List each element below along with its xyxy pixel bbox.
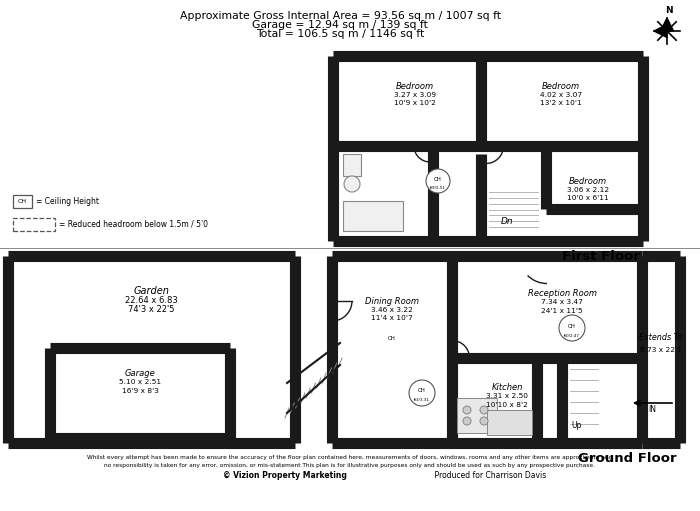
Text: Bedroom: Bedroom bbox=[569, 176, 607, 185]
Text: 11'4 x 10'7: 11'4 x 10'7 bbox=[371, 315, 413, 321]
Text: = Reduced headroom below 1.5m / 5'0: = Reduced headroom below 1.5m / 5'0 bbox=[59, 220, 208, 228]
Text: Up: Up bbox=[572, 421, 582, 430]
Text: Total = 106.5 sq m / 1146 sq ft: Total = 106.5 sq m / 1146 sq ft bbox=[256, 29, 424, 39]
Text: CH: CH bbox=[418, 388, 426, 393]
Text: Bedroom: Bedroom bbox=[542, 81, 580, 90]
Bar bbox=[487, 410, 532, 435]
Text: ft0/2.47: ft0/2.47 bbox=[564, 334, 580, 338]
Text: 3.31 x 2.50: 3.31 x 2.50 bbox=[486, 393, 528, 400]
Text: 24'1 x 11'5: 24'1 x 11'5 bbox=[541, 308, 583, 314]
Text: Garden: Garden bbox=[133, 286, 169, 296]
Text: Approximate Gross Internal Area = 93.56 sq m / 1007 sq ft: Approximate Gross Internal Area = 93.56 … bbox=[179, 11, 500, 21]
Text: 10'10 x 8'2: 10'10 x 8'2 bbox=[486, 402, 528, 408]
Text: Garage: Garage bbox=[125, 368, 155, 378]
Text: Bedroom: Bedroom bbox=[396, 81, 434, 90]
Circle shape bbox=[480, 417, 488, 425]
Bar bbox=[13, 218, 55, 231]
Circle shape bbox=[463, 406, 471, 414]
Circle shape bbox=[409, 380, 435, 406]
Text: © Vizion Property Marketing: © Vizion Property Marketing bbox=[223, 471, 347, 479]
Bar bbox=[457, 398, 497, 433]
Text: 74'3 x 22'5: 74'3 x 22'5 bbox=[127, 306, 174, 314]
Text: Ground Floor: Ground Floor bbox=[578, 452, 677, 464]
Text: 5.10 x 2.51: 5.10 x 2.51 bbox=[119, 379, 161, 385]
Text: Reception Room: Reception Room bbox=[528, 290, 596, 298]
Text: ft9/2.51: ft9/2.51 bbox=[430, 186, 446, 190]
Circle shape bbox=[463, 417, 471, 425]
Text: Dining Room: Dining Room bbox=[365, 296, 419, 306]
Text: IN: IN bbox=[648, 406, 656, 414]
Text: 22.64 x 6.83: 22.64 x 6.83 bbox=[125, 296, 177, 305]
Text: First Floor: First Floor bbox=[562, 249, 640, 263]
Bar bbox=[343, 154, 361, 176]
Text: 13'2 x 10'1: 13'2 x 10'1 bbox=[540, 100, 582, 106]
Text: 3.46 x 3.22: 3.46 x 3.22 bbox=[371, 307, 413, 313]
Text: 3.27 x 3.09: 3.27 x 3.09 bbox=[394, 91, 436, 98]
Bar bbox=[343, 154, 361, 176]
Text: CH: CH bbox=[568, 323, 576, 329]
Bar bbox=[343, 201, 403, 231]
Text: 10'0 x 6'11: 10'0 x 6'11 bbox=[567, 195, 609, 201]
Circle shape bbox=[559, 315, 585, 341]
Circle shape bbox=[426, 169, 450, 193]
Bar bbox=[487, 410, 532, 435]
Text: Garage = 12.94 sq m / 139 sq ft: Garage = 12.94 sq m / 139 sq ft bbox=[252, 20, 428, 30]
Circle shape bbox=[480, 406, 488, 414]
Text: CH: CH bbox=[18, 199, 27, 204]
Circle shape bbox=[344, 176, 360, 192]
Text: 7.34 x 3.47: 7.34 x 3.47 bbox=[541, 299, 583, 306]
Text: CH: CH bbox=[388, 336, 396, 340]
Text: Dn: Dn bbox=[500, 217, 513, 225]
Text: Produced for Charrison Davis: Produced for Charrison Davis bbox=[425, 471, 546, 479]
Text: ft3/3.31: ft3/3.31 bbox=[414, 398, 430, 402]
Text: = Ceiling Height: = Ceiling Height bbox=[36, 197, 99, 206]
Text: no responsibility is taken for any error, omission, or mis-statement This plan i: no responsibility is taken for any error… bbox=[104, 463, 596, 469]
Text: Whilst every attempt has been made to ensure the accuracy of the floor plan cont: Whilst every attempt has been made to en… bbox=[88, 455, 612, 460]
Text: Extends To: Extends To bbox=[639, 334, 682, 342]
Text: 10'9 x 10'2: 10'9 x 10'2 bbox=[394, 100, 436, 106]
Text: Kitchen: Kitchen bbox=[491, 383, 523, 392]
Text: 6.73 x 22'1: 6.73 x 22'1 bbox=[640, 347, 682, 353]
Text: CH: CH bbox=[434, 176, 442, 181]
Polygon shape bbox=[661, 18, 673, 31]
Text: 4.02 x 3.07: 4.02 x 3.07 bbox=[540, 91, 582, 98]
Polygon shape bbox=[654, 25, 667, 37]
Text: 16'9 x 8'3: 16'9 x 8'3 bbox=[122, 388, 158, 394]
Bar bbox=[13, 195, 32, 208]
Bar bbox=[343, 201, 403, 231]
Text: N: N bbox=[665, 6, 673, 15]
Text: 3.06 x 2.12: 3.06 x 2.12 bbox=[567, 187, 609, 193]
Bar bbox=[457, 398, 497, 433]
